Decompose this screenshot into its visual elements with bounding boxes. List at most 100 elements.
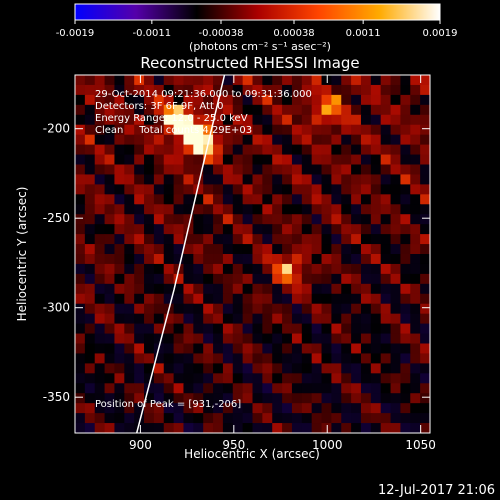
heatmap-cell bbox=[360, 124, 372, 136]
heatmap-cell bbox=[222, 313, 234, 325]
heatmap-cell bbox=[282, 373, 293, 384]
heatmap-cell bbox=[410, 413, 421, 424]
heatmap-cell bbox=[410, 174, 421, 185]
heatmap-cell bbox=[232, 194, 244, 205]
heatmap-cell bbox=[183, 303, 194, 315]
heatmap-cell bbox=[400, 204, 411, 215]
heatmap-cell bbox=[94, 234, 106, 245]
heatmap-cell bbox=[370, 184, 382, 195]
heatmap-cell bbox=[390, 144, 402, 156]
heatmap-cell bbox=[84, 254, 96, 265]
heatmap-cell bbox=[282, 184, 293, 195]
heatmap-cell bbox=[163, 244, 175, 255]
heatmap-cell bbox=[390, 124, 402, 136]
heatmap-cell bbox=[193, 84, 204, 96]
heatmap-cell bbox=[183, 154, 194, 166]
heatmap-cell bbox=[124, 273, 135, 285]
heatmap-cell bbox=[360, 224, 372, 235]
heatmap-cell bbox=[203, 403, 214, 414]
heatmap-cell bbox=[104, 124, 116, 136]
heatmap-cell bbox=[301, 423, 313, 433]
heatmap-cell bbox=[104, 273, 116, 285]
heatmap-cell bbox=[301, 94, 313, 106]
heatmap-cell bbox=[272, 283, 283, 295]
heatmap-cell bbox=[252, 353, 263, 364]
heatmap-cell bbox=[213, 134, 224, 146]
heatmap-cell bbox=[222, 224, 234, 235]
heatmap-cell bbox=[360, 293, 372, 305]
heatmap-cell bbox=[124, 164, 135, 176]
heatmap-cell bbox=[163, 154, 175, 166]
heatmap-cell bbox=[301, 214, 313, 225]
heatmap-cell bbox=[183, 244, 194, 255]
heatmap-cell bbox=[272, 363, 283, 374]
heatmap-cell bbox=[153, 383, 165, 394]
heatmap-cell bbox=[311, 184, 323, 195]
heatmap-cell bbox=[232, 363, 244, 374]
heatmap-cell bbox=[301, 353, 313, 364]
heatmap-cell bbox=[183, 323, 194, 335]
heatmap-cell bbox=[262, 413, 273, 424]
heatmap-cell bbox=[351, 403, 362, 414]
heatmap-cell bbox=[94, 104, 106, 116]
heatmap-cell bbox=[94, 254, 106, 265]
heatmap-cell bbox=[203, 204, 214, 215]
heatmap-cell bbox=[203, 383, 214, 394]
heatmap-cell bbox=[193, 75, 204, 86]
heatmap-cell bbox=[75, 214, 86, 225]
heatmap-cell bbox=[360, 313, 372, 325]
heatmap-cell bbox=[341, 124, 352, 136]
heatmap-cell bbox=[232, 204, 244, 215]
heatmap-cell bbox=[360, 353, 372, 364]
heatmap-cell bbox=[351, 94, 362, 106]
heatmap-cell bbox=[252, 224, 263, 235]
heatmap-cell bbox=[341, 373, 352, 384]
heatmap-cell bbox=[420, 333, 430, 345]
heatmap-cell bbox=[153, 403, 165, 414]
heatmap-cell bbox=[75, 383, 86, 394]
heatmap-cell bbox=[84, 244, 96, 255]
heatmap-cell bbox=[124, 154, 135, 166]
heatmap-cell bbox=[272, 234, 283, 245]
heatmap-cell bbox=[370, 154, 382, 166]
heatmap-cell bbox=[193, 393, 204, 404]
heatmap-cell bbox=[193, 283, 204, 295]
heatmap-cell bbox=[301, 154, 313, 166]
heatmap-cell bbox=[321, 403, 332, 414]
heatmap-cell bbox=[380, 263, 392, 275]
heatmap-cell bbox=[114, 353, 125, 364]
heatmap-cell bbox=[203, 254, 214, 265]
heatmap-cell bbox=[291, 303, 303, 315]
heatmap-cell bbox=[242, 273, 254, 285]
heatmap-cell bbox=[252, 254, 263, 265]
heatmap-cell bbox=[400, 104, 411, 116]
heatmap-cell bbox=[144, 413, 155, 424]
heatmap-cell bbox=[173, 84, 185, 96]
heatmap-cell bbox=[104, 75, 116, 86]
heatmap-cell bbox=[360, 204, 372, 215]
heatmap-cell bbox=[321, 174, 332, 185]
heatmap-cell bbox=[84, 323, 96, 335]
heatmap-cell bbox=[360, 214, 372, 225]
heatmap-cell bbox=[360, 423, 372, 433]
heatmap-cell bbox=[252, 144, 263, 156]
heatmap-cell bbox=[222, 373, 234, 384]
heatmap-cell bbox=[390, 353, 402, 364]
heatmap-cell bbox=[124, 373, 135, 384]
heatmap-cell bbox=[94, 353, 106, 364]
heatmap-cell bbox=[75, 184, 86, 195]
heatmap-cell bbox=[134, 224, 145, 235]
heatmap-cell bbox=[153, 333, 165, 345]
heatmap-cell bbox=[420, 373, 430, 384]
heatmap-cell bbox=[134, 353, 145, 364]
heatmap-cell bbox=[203, 124, 214, 136]
heatmap-cell bbox=[173, 283, 185, 295]
heatmap-cell bbox=[301, 194, 313, 205]
heatmap-cell bbox=[144, 303, 155, 315]
heatmap-cell bbox=[400, 124, 411, 136]
heatmap-cell bbox=[390, 363, 402, 374]
heatmap-cell bbox=[410, 363, 421, 374]
heatmap-cell bbox=[94, 154, 106, 166]
heatmap-cell bbox=[360, 343, 372, 355]
heatmap-cell bbox=[370, 283, 382, 295]
